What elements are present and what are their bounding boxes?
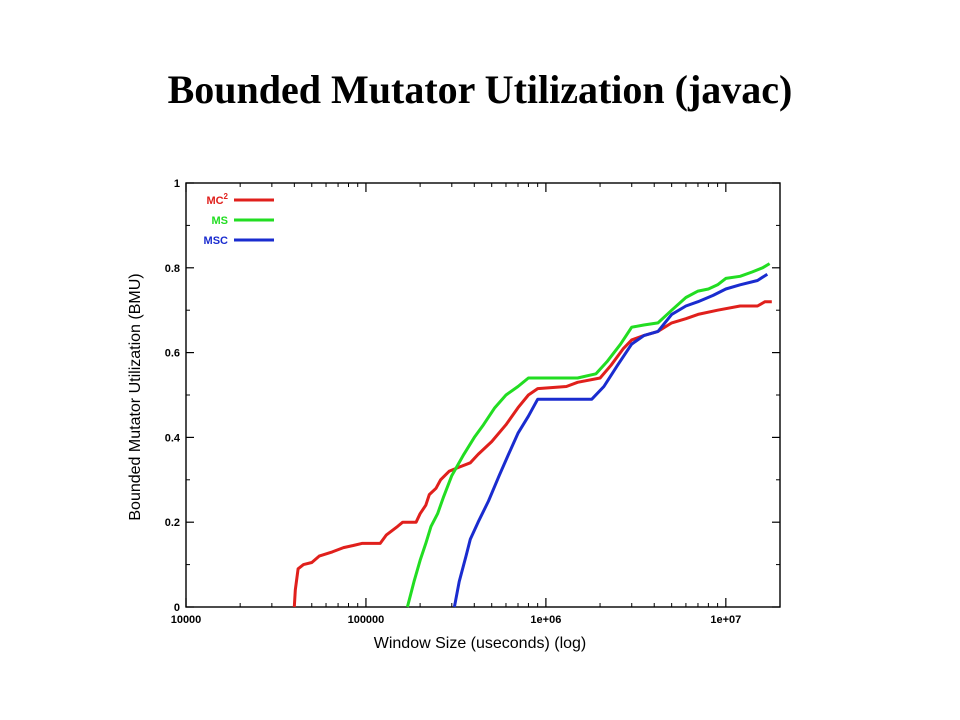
- slide-title: Bounded Mutator Utilization (javac): [167, 67, 793, 112]
- series-line-msc: [452, 272, 769, 608]
- plot-series: [292, 262, 772, 608]
- x-tick-label: 100000: [348, 614, 385, 626]
- plot-legend: MC2 MS MSC: [204, 192, 274, 247]
- legend-label-mc: MC2: [206, 192, 228, 207]
- y-tick-label: 0.4: [165, 432, 181, 444]
- y-tick-label: 1: [174, 178, 180, 190]
- legend-label-msc: MSC: [204, 235, 229, 247]
- y-axis-title: Bounded Mutator Utilization (BMU): [127, 273, 144, 520]
- x-axis-title: Window Size (useconds) (log): [374, 635, 587, 652]
- y-tick-label: 0.2: [165, 517, 180, 529]
- y-tick-label: 0: [174, 602, 180, 614]
- x-tick-label: 1e+07: [710, 614, 741, 626]
- plot-frame: [185, 182, 781, 608]
- legend-label-ms: MS: [212, 215, 229, 227]
- x-tick-label: 1e+06: [530, 614, 561, 626]
- series-line-ms: [405, 262, 771, 608]
- series-line-mc: [292, 300, 772, 608]
- y-tick-label: 0.8: [165, 263, 180, 275]
- plot-axes: 0 0.2 0.4 0.6 0.8 1 10000 100000 1e+06 1e+07: [165, 178, 781, 626]
- x-tick-label: 10000: [171, 614, 202, 626]
- y-tick-label: 0.6: [165, 348, 180, 360]
